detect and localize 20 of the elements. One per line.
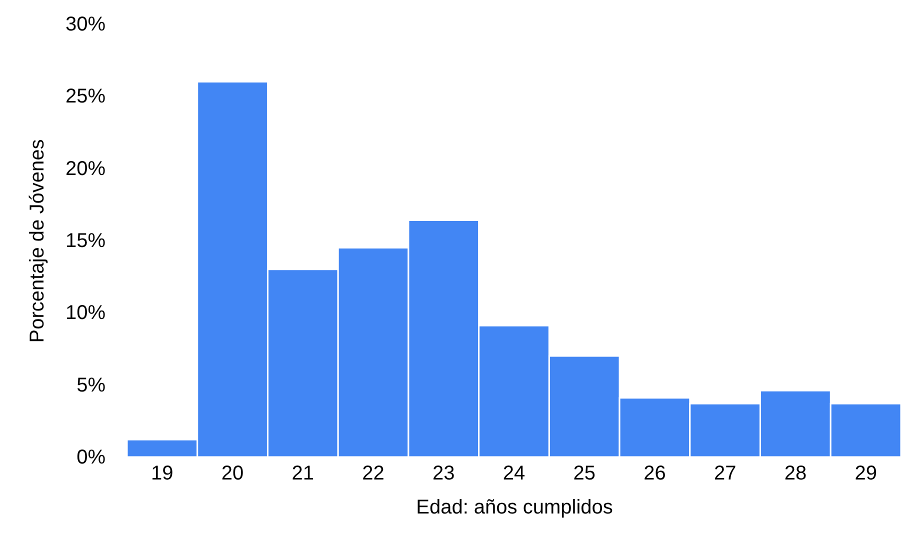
y-tick-label: 20% — [65, 158, 106, 180]
x-tick-label: 28 — [784, 462, 807, 484]
y-tick-label: 15% — [65, 230, 106, 252]
x-tick-label: 21 — [292, 462, 314, 484]
x-tick-label: 26 — [644, 462, 666, 484]
y-tick-label: 5% — [76, 374, 106, 396]
y-axis-title: Porcentaje de Jóvenes — [26, 139, 48, 343]
x-tick-label: 22 — [362, 462, 384, 484]
x-tick-label: 27 — [714, 462, 736, 484]
x-tick-label: 19 — [151, 462, 174, 484]
x-tick-label: 29 — [854, 462, 877, 484]
x-tick-label: 24 — [502, 462, 526, 484]
x-tick-label: 25 — [573, 462, 596, 484]
x-axis-title: Edad: años cumplidos — [416, 496, 613, 518]
x-tick-label: 23 — [432, 462, 455, 484]
y-tick-label: 30% — [65, 14, 106, 36]
y-tick-label: 0% — [76, 446, 106, 468]
x-tick-label: 20 — [221, 462, 244, 484]
y-tick-label: 25% — [65, 86, 106, 108]
y-tick-label: 10% — [65, 302, 106, 324]
